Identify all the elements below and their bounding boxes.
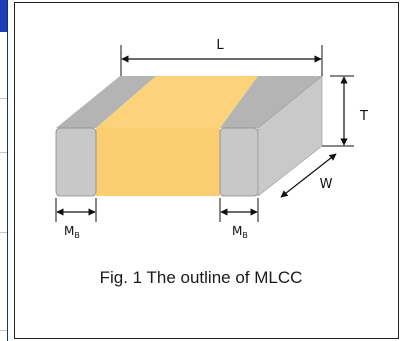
chip-front-face [96, 128, 220, 196]
left-tick-1 [0, 98, 7, 99]
mb-right-label: MB [232, 224, 248, 240]
length-label: L [216, 38, 224, 53]
figure-caption: Fig. 1 The outline of MLCC [99, 268, 303, 287]
right-terminal-front [219, 127, 259, 197]
left-terminal-top [56, 76, 156, 128]
left-tick-3 [0, 232, 7, 233]
left-terminal-front [55, 127, 97, 197]
chip-top-face [96, 76, 258, 128]
left-tick-4 [0, 330, 7, 331]
thickness-label: T [359, 109, 368, 124]
left-divider-line [7, 0, 8, 341]
mb-left-label: MB [64, 224, 80, 240]
left-blue-tab [0, 0, 7, 32]
width-dim-arrow [280, 153, 337, 198]
width-label: W [320, 177, 333, 192]
left-edge-strip [0, 0, 12, 341]
figure-frame [14, 2, 399, 339]
right-terminal-top [220, 76, 322, 128]
left-tick-2 [0, 152, 7, 153]
